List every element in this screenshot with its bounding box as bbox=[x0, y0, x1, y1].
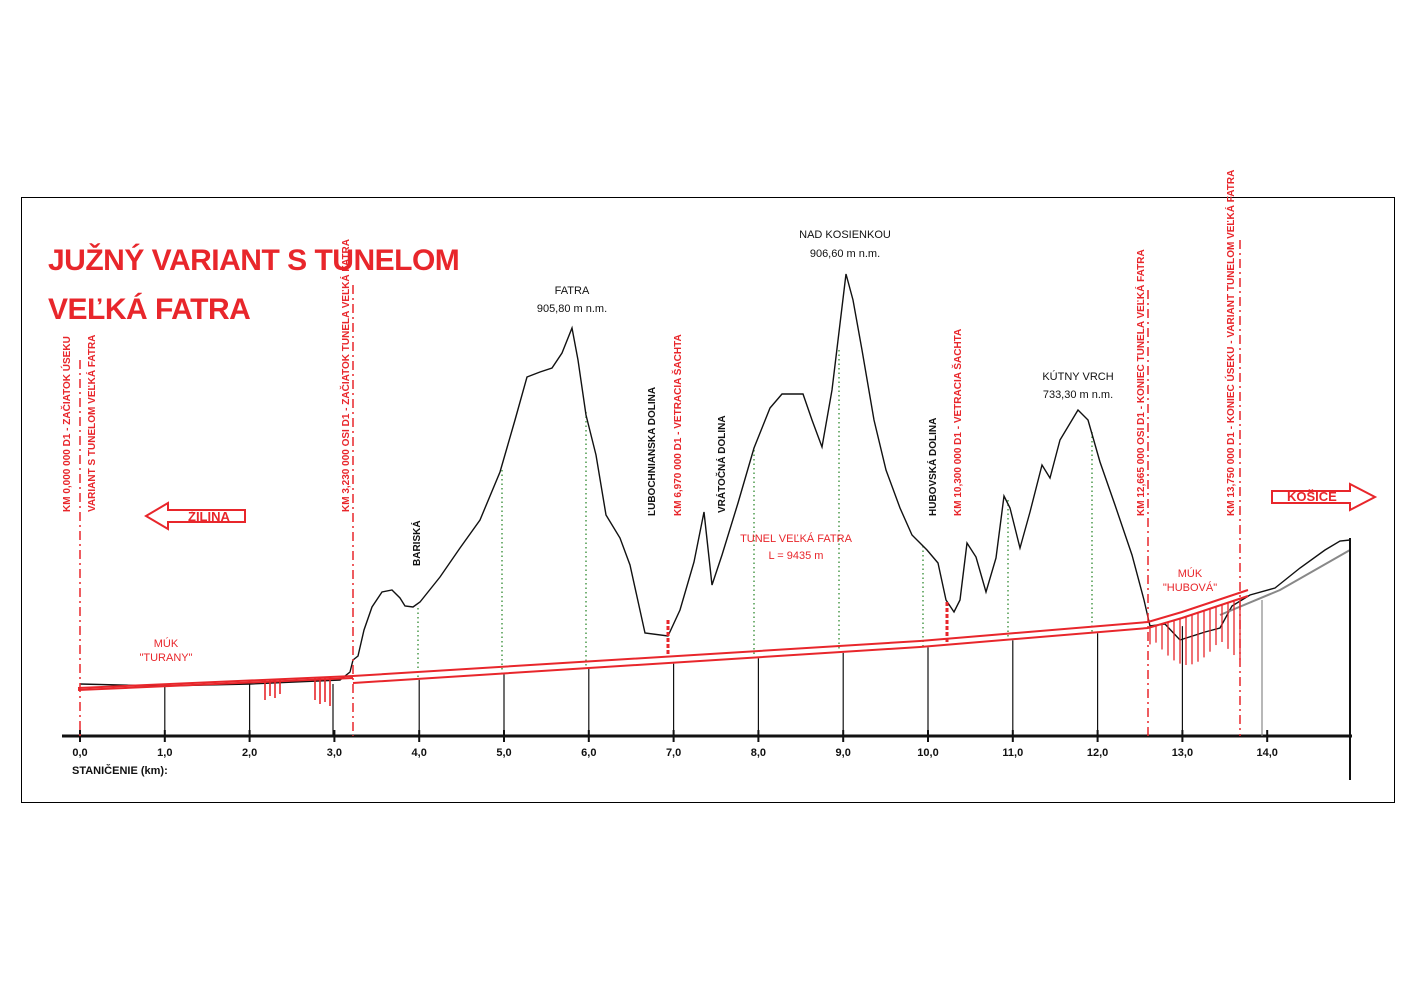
axis-tick-label: 14,0 bbox=[1256, 747, 1277, 759]
interchange-hubova-type: MÚK bbox=[1178, 567, 1203, 580]
direction-left-label: ŽILINA bbox=[188, 509, 230, 524]
section-markers bbox=[79, 240, 1241, 736]
terrain-stations bbox=[164, 600, 1263, 736]
terrain-profile-line bbox=[79, 273, 1351, 687]
direction-right-arrow: KOŠICE bbox=[1271, 482, 1378, 512]
station-axis: 0,0 1,0 2,0 3,0 4,0 5,0 6,0 7,0 8,0 9,0 10,0 11,0 12… bbox=[62, 730, 1352, 777]
peak-fatra-name: FATRA bbox=[555, 285, 590, 297]
tunnel-name: TUNEL VEĽKÁ FATRA bbox=[740, 532, 853, 545]
axis-tick-label: 2,0 bbox=[242, 747, 257, 759]
axis-tick-label: 3,0 bbox=[327, 747, 342, 759]
interchange-turany-name: "TURANY" bbox=[139, 652, 192, 664]
marker-shaft-1: KM 6,970 000 D1 - VETRACIA ŠACHTA bbox=[671, 334, 684, 516]
bridge-piers bbox=[264, 598, 1241, 706]
axis-tick-label: 12,0 bbox=[1087, 747, 1108, 759]
peak-kutny-vrch-name: KÚTNY VRCH bbox=[1042, 370, 1113, 383]
marker-start-line-2: VARIANT S TUNELOM VEĽKÁ FATRA bbox=[85, 335, 98, 512]
marker-start-line-1: KM 0,000 000 D1 - ZAČIATOK ÚSEKU bbox=[60, 336, 73, 512]
direction-right-label: KOŠICE bbox=[1287, 489, 1337, 504]
marker-tunnel-end: KM 12,665 000 OSI D1 - KONIEC TUNELA VEĽ… bbox=[1134, 249, 1147, 516]
marker-tunnel-start: KM 3,230 000 OSI D1 - ZAČIATOK TUNELA VE… bbox=[339, 239, 352, 512]
tunnel-alignment bbox=[77, 589, 1249, 691]
title-line-2: VEĽKÁ FATRA bbox=[48, 292, 250, 326]
marker-shaft-2: KM 10,300 000 D1 - VETRACIA ŠACHTA bbox=[951, 329, 964, 516]
axis-tick-label: 11,0 bbox=[1002, 747, 1023, 759]
axis-tick-label: 8,0 bbox=[751, 747, 766, 759]
tunnel-length: L = 9435 m bbox=[769, 550, 824, 562]
axis-tick-label: 6,0 bbox=[581, 747, 596, 759]
interchange-turany-type: MÚK bbox=[154, 637, 179, 650]
axis-tick-label: 5,0 bbox=[496, 747, 511, 759]
axis-tick-label: 0,0 bbox=[72, 747, 87, 759]
peak-fatra-elev: 905,80 m n.m. bbox=[537, 303, 607, 315]
peak-nad-kosienkou-elev: 906,60 m n.m. bbox=[810, 248, 880, 260]
drawing-frame bbox=[21, 197, 1395, 803]
axis-tick-label: 10,0 bbox=[917, 747, 938, 759]
axis-tick-label: 9,0 bbox=[836, 747, 851, 759]
axis-tick-label: 1,0 bbox=[157, 747, 172, 759]
axis-label: STANIČENIE (km): bbox=[72, 764, 168, 777]
axis-tick-label: 7,0 bbox=[666, 747, 681, 759]
terrain-guides bbox=[417, 350, 1093, 679]
peak-nad-kosienkou-name: NAD KOSIENKOU bbox=[799, 229, 891, 241]
direction-left-arrow: ŽILINA bbox=[144, 501, 246, 531]
axis-tick-label: 13,0 bbox=[1172, 747, 1193, 759]
marker-end-section: KM 13,750 000 D1 - KONIEC ÚSEKU - VARIAN… bbox=[1224, 170, 1237, 516]
valley-lubochnianska: ĽUBOCHNIANSKA DOLINA bbox=[647, 387, 658, 516]
valley-vratocna: VRÁTOČNÁ DOLINA bbox=[715, 415, 728, 513]
axis-tick-label: 4,0 bbox=[412, 747, 427, 759]
valley-bariska: BARISKÁ bbox=[410, 520, 423, 566]
interchange-hubova-name: "HUBOVÁ" bbox=[1163, 581, 1217, 594]
valley-hubovska: HUBOVSKÁ DOLINA bbox=[926, 418, 939, 516]
peak-kutny-vrch-elev: 733,30 m n.m. bbox=[1043, 389, 1113, 401]
title-line-1: JUŽNÝ VARIANT S TUNELOM bbox=[48, 243, 459, 277]
